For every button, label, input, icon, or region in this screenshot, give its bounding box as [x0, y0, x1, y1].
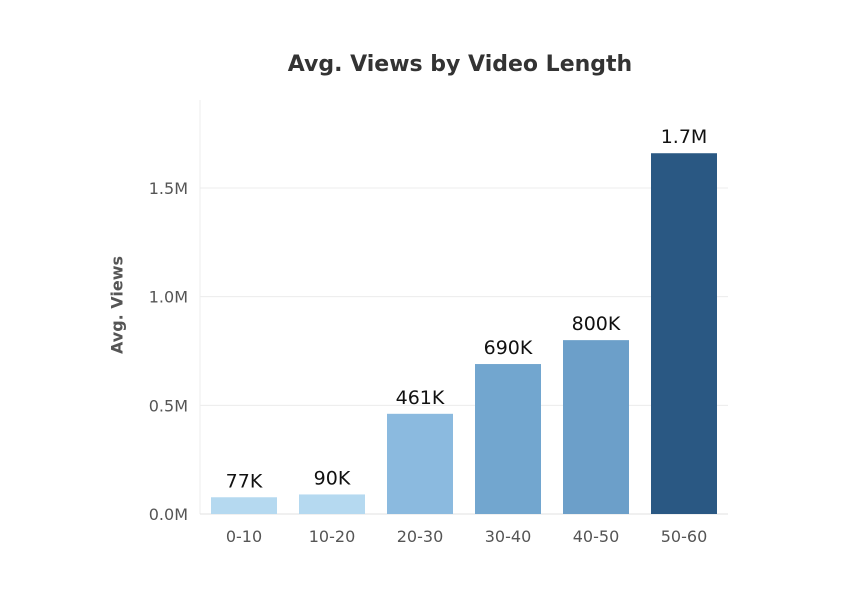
bars — [211, 153, 717, 514]
x-axis-ticks: 0-10 10-20 20-30 30-40 40-50 50-60 — [226, 527, 707, 546]
bar — [563, 340, 629, 514]
data-label: 1.7M — [661, 126, 708, 148]
x-tick-label: 30-40 — [485, 527, 532, 546]
y-tick-label: 1.5M — [149, 179, 188, 198]
bar — [299, 494, 365, 514]
data-label: 90K — [314, 467, 351, 489]
y-tick-label: 0.0M — [149, 505, 188, 524]
gridlines — [199, 100, 728, 515]
x-tick-label: 20-30 — [397, 527, 444, 546]
bar — [475, 364, 541, 514]
bar — [651, 153, 717, 514]
bar — [387, 413, 453, 514]
y-tick-label: 0.5M — [149, 396, 188, 415]
data-label: 77K — [226, 470, 263, 492]
x-tick-label: 10-20 — [309, 527, 356, 546]
data-label: 690K — [484, 337, 533, 359]
x-tick-label: 50-60 — [661, 527, 708, 546]
chart-title: Avg. Views by Video Length — [287, 52, 633, 77]
data-labels: 77K 90K 461K 690K 800K 1.7M — [226, 126, 708, 492]
bar — [211, 497, 277, 514]
data-label: 461K — [396, 387, 445, 409]
x-tick-label: 0-10 — [226, 527, 262, 546]
y-axis-ticks: 0.0M 0.5M 1.0M 1.5M — [149, 179, 188, 524]
y-tick-label: 1.0M — [149, 288, 188, 307]
x-tick-label: 40-50 — [573, 527, 620, 546]
data-label: 800K — [572, 313, 621, 335]
